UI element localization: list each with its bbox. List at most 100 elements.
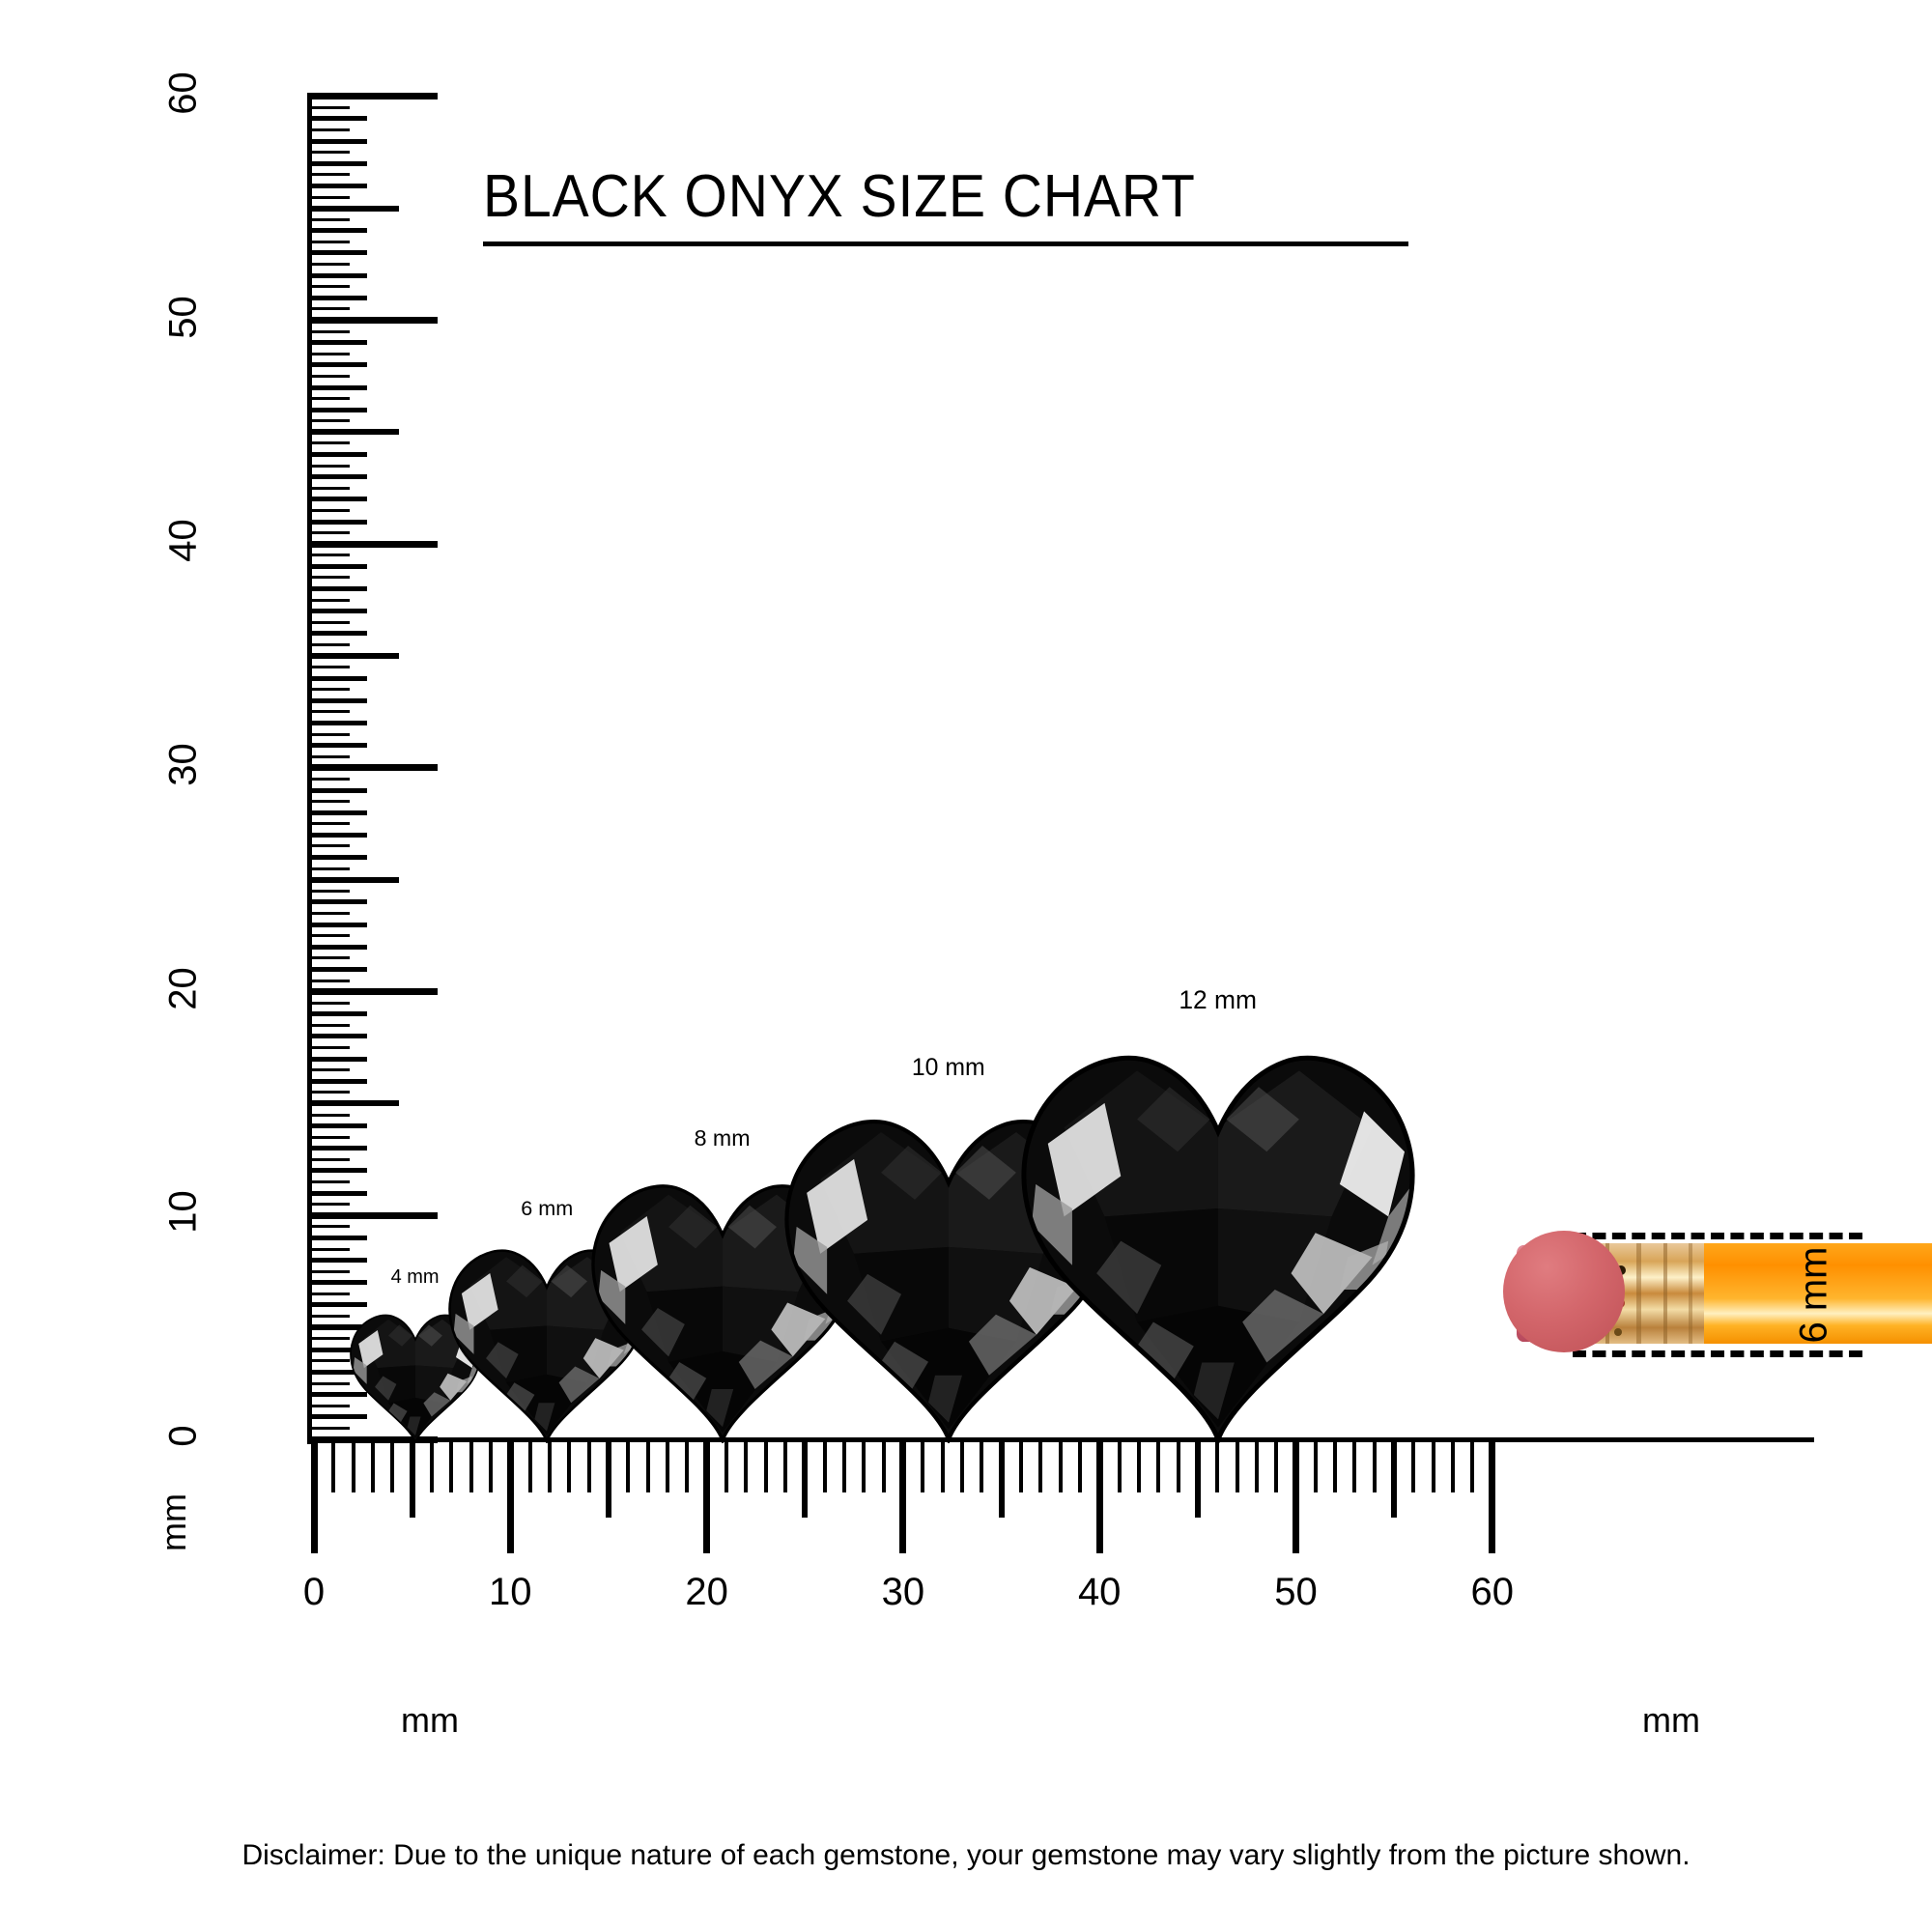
vertical-ruler-minor-tick: [307, 374, 350, 378]
vertical-ruler-minor-tick: [307, 340, 367, 346]
vertical-ruler-label-0: 0: [161, 1425, 205, 1447]
horizontal-ruler-major-tick: [1293, 1442, 1299, 1553]
gemstone-label-8-mm: 8 mm: [694, 1125, 751, 1151]
horizontal-ruler-minor-tick: [1018, 1442, 1023, 1492]
vertical-ruler-minor-tick: [307, 697, 367, 703]
vertical-ruler-minor-tick: [307, 497, 367, 502]
horizontal-ruler-minor-tick: [1058, 1442, 1063, 1492]
vertical-ruler-minor-tick: [307, 486, 350, 490]
vertical-ruler-mid-tick: [307, 429, 399, 436]
horizontal-ruler-mid-tick: [1194, 1442, 1201, 1518]
horizontal-ruler-minor-tick: [1470, 1442, 1475, 1492]
vertical-ruler-minor-tick: [307, 295, 367, 300]
vertical-ruler-minor-tick: [307, 228, 367, 234]
vertical-ruler-minor-tick: [307, 519, 367, 525]
vertical-ruler-label-60: 60: [161, 71, 205, 115]
horizontal-ruler-minor-tick: [586, 1442, 591, 1492]
horizontal-ruler-minor-tick: [1411, 1442, 1416, 1492]
gemstone-label-12-mm: 12 mm: [1179, 984, 1257, 1014]
horizontal-ruler-minor-tick: [626, 1442, 631, 1492]
vertical-ruler-minor-tick: [307, 800, 350, 804]
vertical-ruler-minor-tick: [307, 1203, 350, 1207]
vertical-ruler-mid-tick: [307, 1100, 399, 1107]
horizontal-ruler-minor-tick: [822, 1442, 827, 1492]
vertical-ruler-minor-tick: [307, 452, 367, 458]
vertical-ruler-minor-tick: [307, 1034, 367, 1039]
vertical-ruler-label-20: 20: [161, 966, 205, 1010]
vertical-ruler-minor-tick: [307, 822, 350, 826]
horizontal-ruler-mid-tick: [1391, 1442, 1398, 1518]
horizontal-ruler-minor-tick: [1117, 1442, 1122, 1492]
vertical-ruler-minor-tick: [307, 1347, 367, 1352]
horizontal-ruler-minor-tick: [1431, 1442, 1435, 1492]
horizontal-ruler-minor-tick: [449, 1442, 454, 1492]
horizontal-ruler-minor-tick: [1313, 1442, 1318, 1492]
vertical-ruler-minor-tick: [307, 419, 350, 423]
vertical-ruler-minor-tick: [307, 183, 367, 188]
vertical-ruler-minor-tick: [307, 1235, 367, 1240]
vertical-ruler-minor-tick: [307, 832, 367, 838]
vertical-ruler-minor-tick: [307, 1359, 350, 1363]
horizontal-ruler-mid-tick: [802, 1442, 809, 1518]
vertical-ruler-minor-tick: [307, 128, 350, 132]
horizontal-ruler-minor-tick: [1352, 1442, 1357, 1492]
horizontal-ruler-minor-tick: [1215, 1442, 1220, 1492]
horizontal-ruler-minor-tick: [841, 1442, 846, 1492]
vertical-ruler-minor-tick: [307, 576, 350, 580]
vertical-ruler-minor-tick: [307, 250, 367, 256]
horizontal-ruler-label-10: 10: [489, 1571, 532, 1613]
vertical-ruler-minor-tick: [307, 922, 367, 927]
measure-dashed-line-top: [1573, 1233, 1862, 1239]
vertical-ruler-minor-tick: [307, 944, 367, 950]
horizontal-ruler-unit-label-right: mm: [1642, 1700, 1700, 1740]
vertical-ruler-minor-tick: [307, 1414, 367, 1420]
vertical-ruler-minor-tick: [307, 787, 367, 793]
vertical-ruler-minor-tick: [307, 1258, 367, 1264]
vertical-ruler-minor-tick: [307, 721, 367, 726]
horizontal-ruler-label-60: 60: [1470, 1571, 1515, 1613]
vertical-ruler-minor-tick: [307, 173, 350, 177]
horizontal-ruler-minor-tick: [488, 1442, 493, 1492]
vertical-ruler-minor-tick: [307, 710, 350, 714]
vertical-ruler-minor-tick: [307, 531, 350, 535]
vertical-ruler-label-50: 50: [161, 295, 205, 339]
horizontal-ruler-minor-tick: [390, 1442, 395, 1492]
vertical-ruler-minor-tick: [307, 285, 350, 289]
vertical-ruler-minor-tick: [307, 1392, 367, 1398]
vertical-ruler-minor-tick: [307, 743, 367, 749]
vertical-ruler-minor-tick: [307, 899, 367, 905]
vertical-ruler-mid-tick: [307, 1324, 399, 1331]
gemstone-label-4-mm: 4 mm: [390, 1265, 440, 1288]
horizontal-ruler-unit-label-left: mm: [401, 1700, 459, 1740]
vertical-ruler-minor-tick: [307, 1315, 350, 1319]
horizontal-ruler-label-30: 30: [881, 1571, 925, 1613]
horizontal-ruler-major-tick: [506, 1442, 514, 1553]
vertical-ruler-minor-tick: [307, 1190, 367, 1196]
vertical-ruler-minor-tick: [307, 966, 367, 972]
vertical-ruler-minor-tick: [307, 754, 350, 758]
horizontal-ruler-minor-tick: [331, 1442, 336, 1492]
vertical-ruler-minor-tick: [307, 1068, 350, 1072]
horizontal-ruler-minor-tick: [744, 1442, 749, 1492]
horizontal-ruler-minor-tick: [1274, 1442, 1279, 1492]
vertical-ruler-major-tick: [307, 1211, 438, 1219]
vertical-ruler-minor-tick: [307, 631, 367, 637]
vertical-ruler-minor-tick: [307, 1381, 350, 1385]
vertical-ruler-minor-tick: [307, 1078, 367, 1084]
vertical-ruler-minor-tick: [307, 407, 367, 412]
vertical-ruler-minor-tick: [307, 810, 367, 815]
vertical-ruler-minor-tick: [307, 912, 350, 915]
horizontal-ruler-minor-tick: [351, 1442, 355, 1492]
vertical-ruler-major-tick: [307, 93, 438, 100]
vertical-ruler-minor-tick: [307, 1023, 350, 1027]
vertical-ruler-minor-tick: [307, 554, 350, 557]
vertical-ruler-minor-tick: [307, 397, 350, 401]
horizontal-ruler-minor-tick: [547, 1442, 552, 1492]
vertical-ruler-minor-tick: [307, 329, 350, 333]
vertical-ruler-mid-tick: [307, 653, 399, 660]
horizontal-ruler-minor-tick: [921, 1442, 925, 1492]
vertical-ruler-minor-tick: [307, 352, 350, 355]
vertical-ruler-major-tick: [307, 988, 438, 996]
horizontal-ruler-minor-tick: [665, 1442, 669, 1492]
